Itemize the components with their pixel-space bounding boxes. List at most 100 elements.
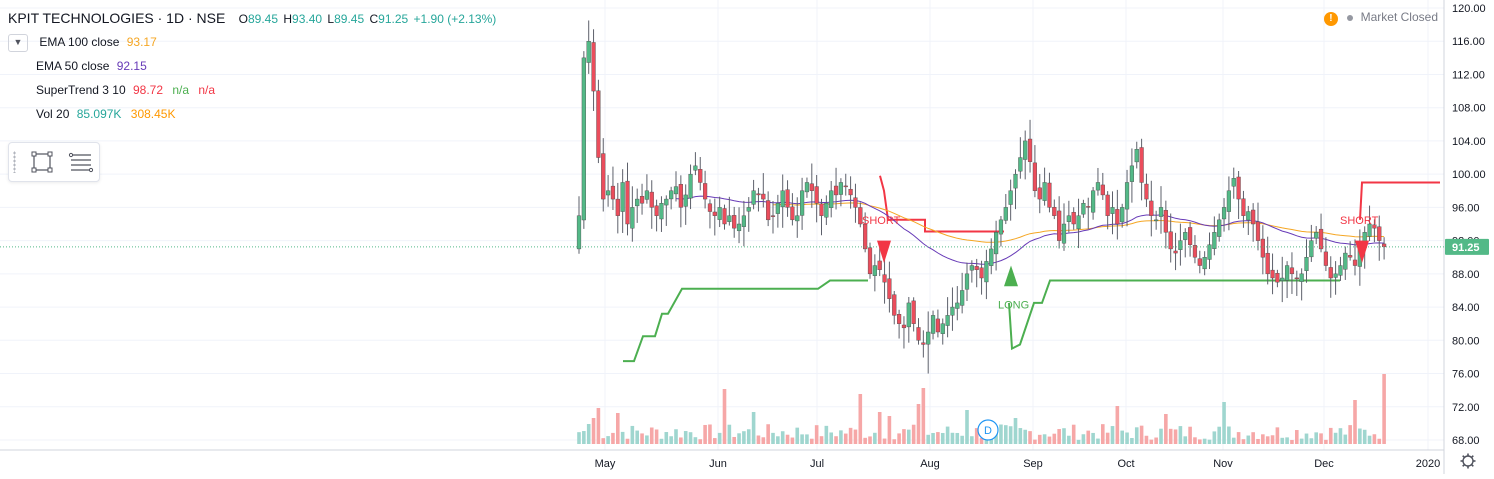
volume-bar bbox=[1168, 428, 1173, 444]
volume-bar bbox=[1212, 431, 1217, 444]
volume-bar bbox=[737, 433, 741, 444]
candle-body bbox=[1081, 203, 1086, 215]
candle-body bbox=[804, 182, 810, 193]
volume-bar bbox=[1295, 430, 1299, 444]
volume-bar bbox=[591, 418, 596, 444]
drawing-toolbox[interactable] bbox=[8, 142, 100, 182]
candle-body bbox=[1294, 277, 1299, 280]
candle-body bbox=[620, 182, 625, 212]
candle-body bbox=[1105, 194, 1110, 216]
volume-bar bbox=[1251, 432, 1255, 444]
candle-body bbox=[1367, 223, 1372, 237]
volume-bar bbox=[1290, 439, 1294, 444]
indicator-row-ema50[interactable]: EMA 50 close 92.15 bbox=[8, 54, 496, 78]
candle-body bbox=[1255, 221, 1261, 241]
volume-bar bbox=[926, 434, 930, 444]
volume-bar bbox=[766, 424, 770, 444]
volume-bar bbox=[1382, 374, 1386, 444]
volume-bar bbox=[1338, 428, 1343, 444]
indicator-row-ema100[interactable]: ▼ EMA 100 close 93.17 bbox=[8, 30, 496, 54]
indicator-row-volume[interactable]: Vol 20 85.097K 308.45K bbox=[8, 102, 496, 126]
price-tick-label: 68.00 bbox=[1452, 435, 1480, 447]
candle-body bbox=[945, 315, 950, 326]
indicator-name[interactable]: Vol 20 bbox=[36, 107, 70, 121]
candle-body bbox=[863, 223, 868, 250]
candle-body bbox=[1187, 227, 1193, 245]
candle-body bbox=[644, 190, 649, 200]
signal-label: SHORT bbox=[1340, 215, 1379, 227]
volume-bar bbox=[1183, 436, 1188, 444]
time-tick-label: Jul bbox=[810, 458, 824, 470]
volume-bar bbox=[965, 410, 969, 444]
volume-bar bbox=[1101, 424, 1105, 444]
candle-body bbox=[1057, 210, 1062, 241]
volume-bar bbox=[1362, 429, 1367, 444]
candle-body bbox=[1110, 207, 1115, 214]
candle-body bbox=[930, 315, 936, 334]
indicator-name[interactable]: EMA 50 close bbox=[36, 59, 110, 73]
candle-body bbox=[867, 247, 873, 275]
volume-bar bbox=[611, 432, 615, 444]
lines-icon[interactable] bbox=[65, 147, 95, 177]
market-status-label: Market Closed bbox=[1360, 10, 1438, 24]
candle-body bbox=[853, 197, 858, 208]
close-value: 91.25 bbox=[378, 12, 409, 26]
candle-body bbox=[955, 302, 960, 309]
volume-bar bbox=[897, 433, 901, 444]
price-tick-label: 76.00 bbox=[1452, 369, 1480, 381]
candle-body bbox=[887, 278, 892, 299]
volume-bar bbox=[717, 432, 722, 444]
volume-bar bbox=[790, 437, 795, 444]
candle-body bbox=[1042, 182, 1047, 201]
candle-body bbox=[1061, 223, 1067, 244]
volume-bar bbox=[751, 412, 756, 444]
drag-handle[interactable] bbox=[13, 151, 16, 173]
volume-bar bbox=[1193, 437, 1197, 444]
indicator-name[interactable]: SuperTrend 3 10 bbox=[36, 83, 126, 97]
volume-bar bbox=[1285, 437, 1289, 444]
volume-bar bbox=[1018, 428, 1023, 444]
candle-body bbox=[727, 215, 732, 222]
alert-icon[interactable]: ! bbox=[1323, 12, 1338, 26]
candle-body bbox=[1197, 258, 1202, 266]
volume-bar bbox=[892, 439, 897, 444]
candle-body bbox=[610, 185, 616, 200]
candle-body bbox=[649, 191, 654, 208]
market-status[interactable]: ! Market Closed bbox=[1323, 10, 1438, 26]
candle-body bbox=[1236, 176, 1241, 200]
candle-body bbox=[1047, 182, 1052, 208]
rectangle-icon[interactable] bbox=[27, 147, 57, 177]
candle-body bbox=[795, 215, 800, 222]
volume-bar bbox=[693, 437, 698, 444]
volume-bar bbox=[1076, 439, 1081, 444]
volume-bar bbox=[1067, 435, 1071, 444]
volume-bar bbox=[1270, 435, 1275, 444]
candle-body bbox=[940, 323, 945, 334]
indicator-row-supertrend[interactable]: SuperTrend 3 10 98.72 n/a n/a bbox=[8, 78, 496, 102]
volume-bar bbox=[843, 433, 848, 444]
supertrend-up-line-1 bbox=[623, 279, 868, 363]
candle-body bbox=[916, 327, 921, 341]
candle-body bbox=[1090, 190, 1096, 213]
volume-bar bbox=[1033, 439, 1037, 444]
volume-bar bbox=[829, 432, 833, 444]
dividend-marker[interactable] bbox=[977, 419, 999, 441]
symbol-title[interactable]: KPIT TECHNOLOGIES · 1D · NSE bbox=[8, 10, 226, 26]
collapse-legend-button[interactable]: ▼ bbox=[8, 33, 28, 52]
candle-body bbox=[1217, 219, 1222, 237]
volume-bar bbox=[654, 429, 659, 444]
price-tick-label: 108.00 bbox=[1452, 103, 1486, 115]
candle-body bbox=[717, 207, 722, 220]
candle-body bbox=[824, 203, 829, 218]
volume-bar bbox=[649, 427, 654, 444]
candle-body bbox=[673, 186, 679, 195]
candle-body bbox=[1158, 207, 1164, 217]
indicator-value: 98.72 bbox=[132, 83, 163, 97]
candle-body bbox=[664, 198, 669, 206]
indicator-name[interactable]: EMA 100 close bbox=[39, 35, 120, 49]
volume-bar bbox=[1028, 431, 1032, 444]
candle-body bbox=[722, 208, 727, 225]
gear-icon[interactable] bbox=[1460, 453, 1476, 469]
